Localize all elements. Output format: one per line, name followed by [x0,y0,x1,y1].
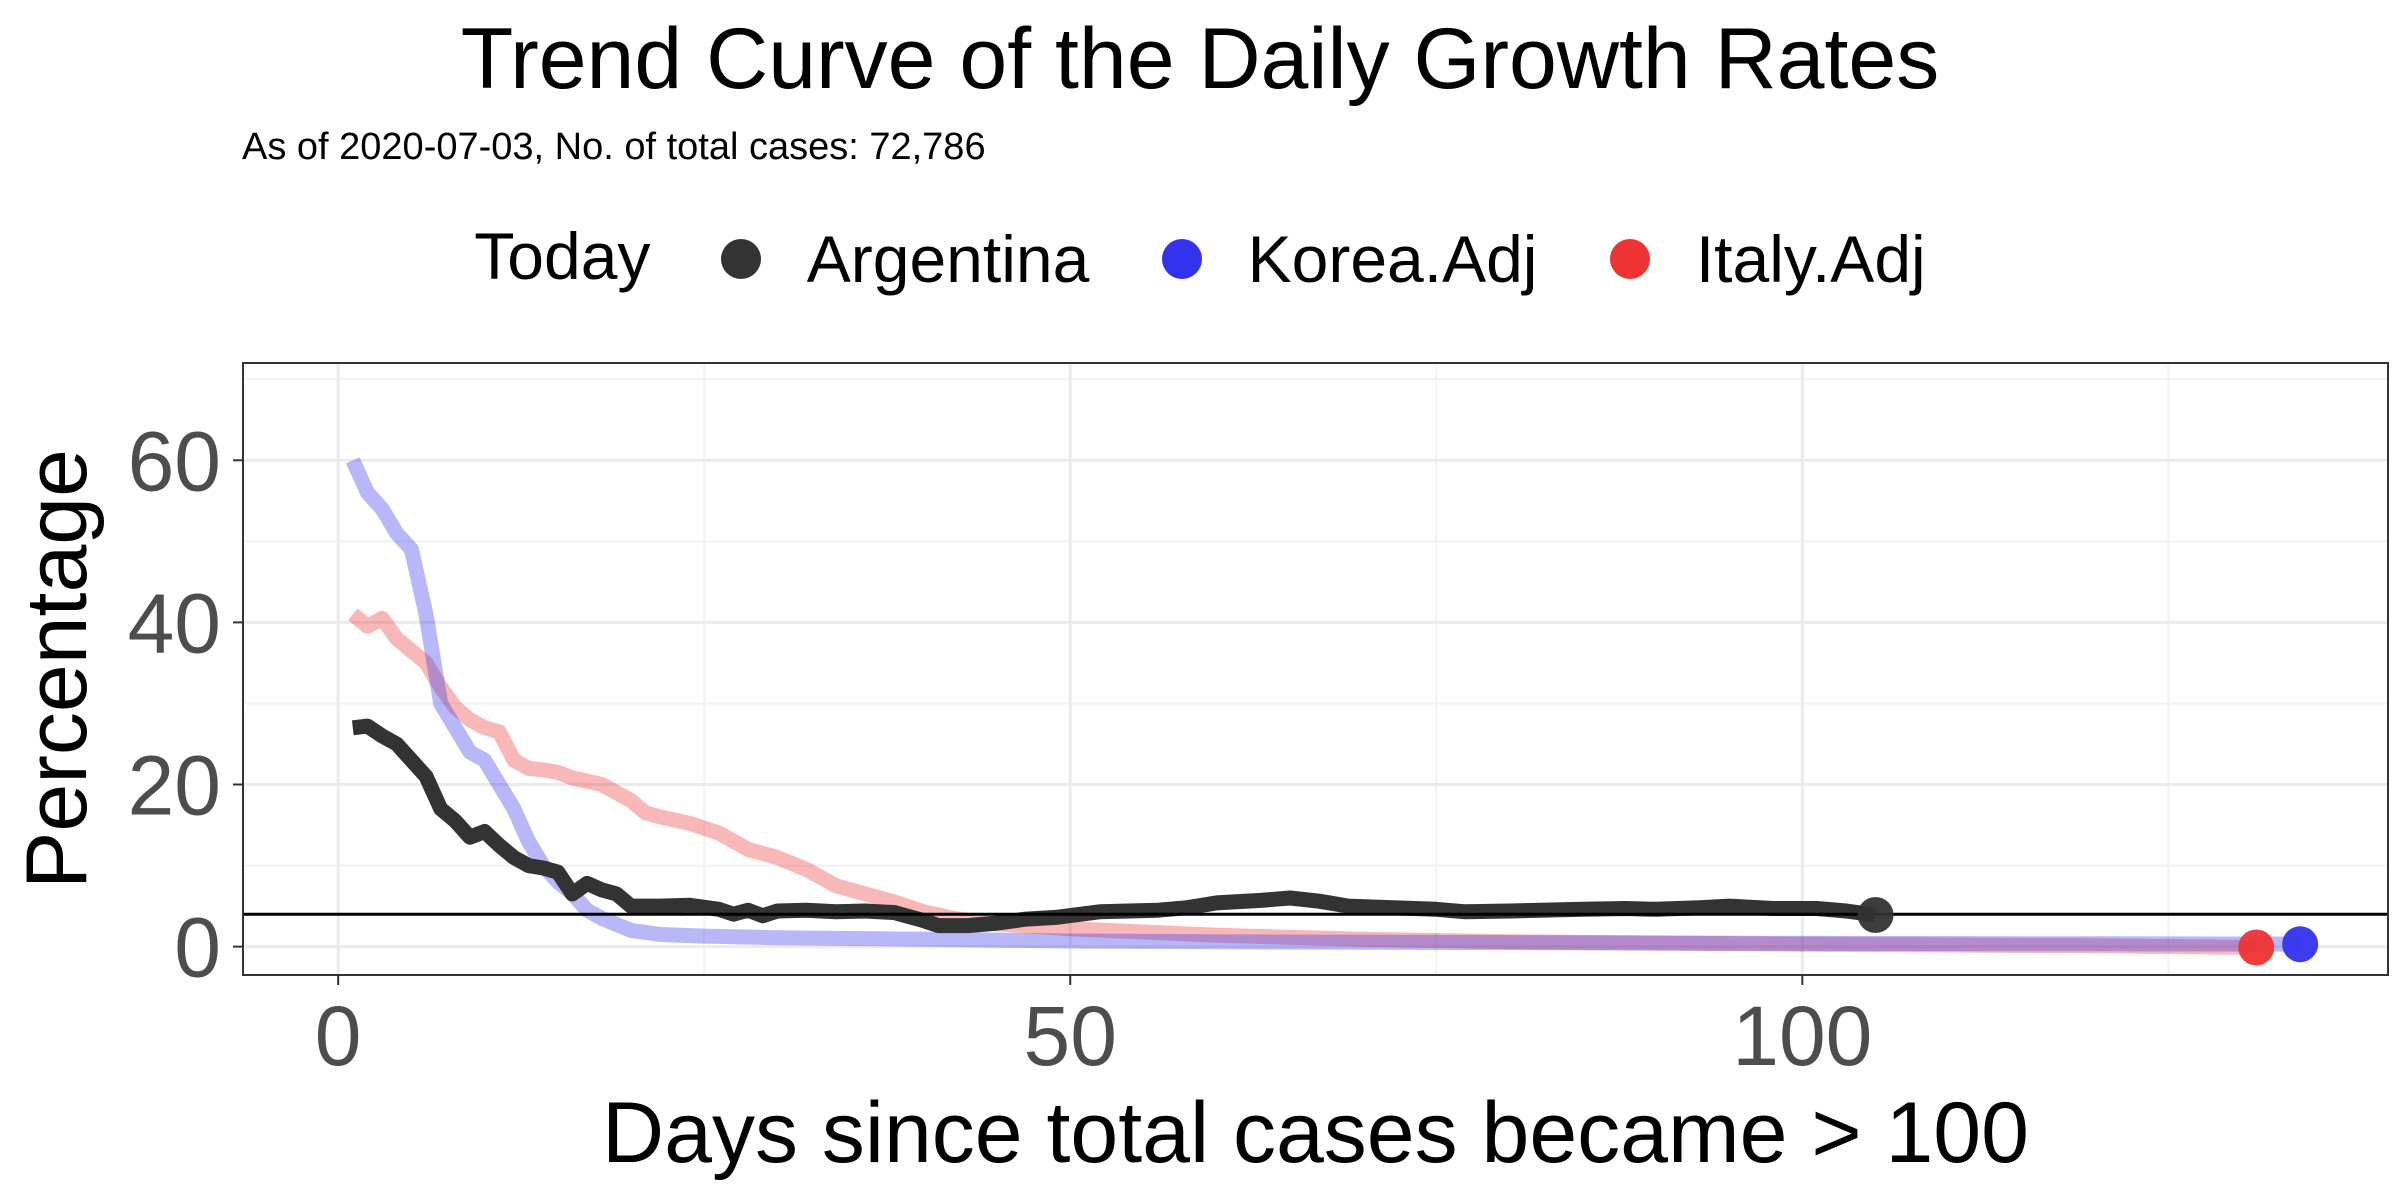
y-tick-label: 20 [128,739,221,833]
chart-subtitle: As of 2020-07-03, No. of total cases: 72… [242,126,986,168]
today-points [1857,897,2319,966]
today-point-korea-adj [2282,926,2319,963]
legend-label-italy: Italy.Adj [1695,222,1926,296]
chart-title: Trend Curve of the Daily Growth Rates [460,11,1940,107]
legend-item-argentina: Argentina [720,221,1090,297]
tick-labels: 0 50 100 0 20 40 60 [128,414,1873,1083]
legend-key-korea [1161,239,1202,279]
today-point-argentina [1857,897,1894,934]
x-tick-label: 100 [1732,989,1872,1083]
series-line-argentina [351,718,1877,934]
x-axis-title: Days since total cases became > 100 [602,1085,2029,1181]
x-tick-label: 50 [1024,989,1117,1083]
x-tick-label: 0 [315,989,362,1083]
legend: Today Argentina Korea.Adj Italy.Adj [0,218,2400,297]
legend-label-argentina: Argentina [806,222,1090,296]
legend-item-italy: Italy.Adj [1609,221,1926,297]
y-tick-label: 40 [128,576,221,670]
y-tick-label: 60 [128,414,221,508]
panel-border [242,362,2389,976]
panel-background [243,363,2388,975]
series-layer [243,457,2388,955]
legend-label-korea: Korea.Adj [1247,222,1538,296]
legend-key-italy [1609,239,1650,279]
grid [243,363,2388,975]
legend-item-korea: Korea.Adj [1161,221,1538,297]
series-line-italy-adj [348,608,2257,955]
y-tick-label: 0 [174,901,221,995]
legend-title: Today [474,219,651,293]
legend-key-argentina [720,239,761,279]
today-point-italy-adj [2238,929,2275,966]
y-axis-title: Percentage [9,449,105,889]
